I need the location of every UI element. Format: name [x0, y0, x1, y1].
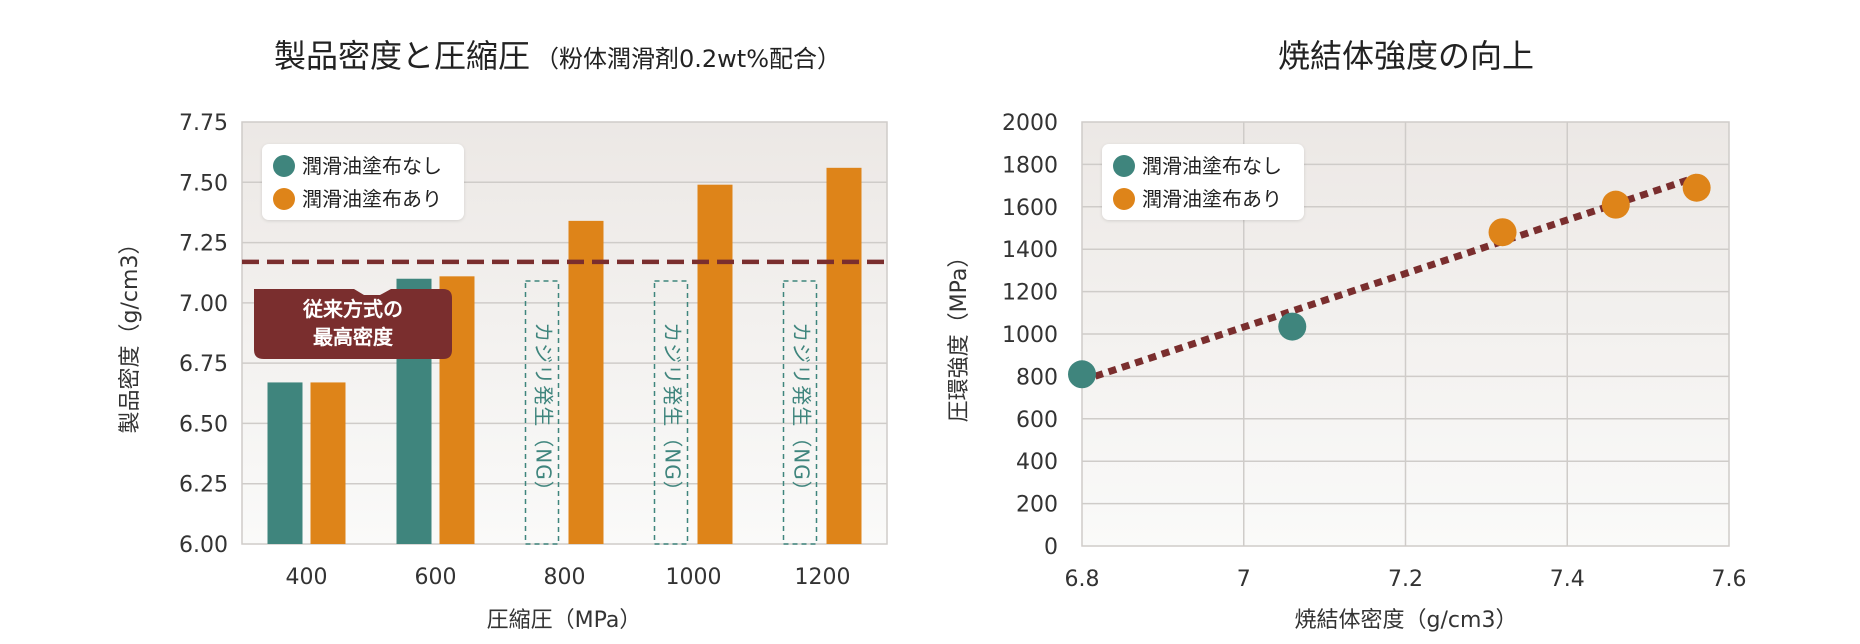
- y-tick-label: 600: [1016, 408, 1058, 433]
- ng-placeholder: [782, 280, 818, 545]
- y-tick-label: 1200: [1002, 281, 1058, 306]
- legend-label: 潤滑油塗布なし: [1142, 154, 1282, 178]
- y-tick-label: 2000: [1002, 111, 1058, 136]
- ng-label: カジリ発生（NG）: [661, 322, 685, 501]
- y-tick-label: 1400: [1002, 238, 1058, 263]
- y-tick-label: 800: [1016, 365, 1058, 390]
- legend-marker: [1113, 188, 1135, 210]
- y-tick-label: 6.25: [179, 473, 228, 498]
- x-tick-label: 7.2: [1388, 567, 1423, 592]
- bar-oil: [310, 382, 346, 544]
- legend-marker: [1113, 155, 1135, 177]
- data-point-oil: [1488, 218, 1517, 247]
- ng-label: カジリ発生（NG）: [790, 322, 814, 501]
- x-tick-label: 7: [1237, 567, 1251, 592]
- legend-box: [262, 144, 464, 220]
- y-tick-label: 1800: [1002, 153, 1058, 178]
- legend-label: 潤滑油塗布あり: [302, 187, 442, 211]
- data-point-oil: [1601, 190, 1630, 219]
- reference-callout: [254, 289, 452, 359]
- x-tick-label: 400: [286, 565, 328, 590]
- bar-oil: [697, 184, 733, 544]
- legend-marker: [273, 155, 295, 177]
- legend-label: 潤滑油塗布なし: [302, 154, 442, 178]
- x-tick-label: 1200: [795, 565, 851, 590]
- x-tick-label: 6.8: [1065, 567, 1100, 592]
- x-tick-label: 7.4: [1550, 567, 1585, 592]
- ng-label: カジリ発生（NG）: [532, 322, 556, 501]
- bar-no-oil: [267, 382, 303, 544]
- legend-box: [1102, 144, 1304, 220]
- chart-subtitle: （粉体潤滑剤0.2wt%配合）: [535, 45, 841, 73]
- y-tick-label: 0: [1044, 535, 1058, 560]
- y-tick-label: 6.50: [179, 412, 228, 437]
- legend-label: 潤滑油塗布あり: [1142, 187, 1282, 211]
- y-tick-label: 1000: [1002, 323, 1058, 348]
- data-point-oil: [1682, 173, 1711, 202]
- y-tick-label: 7.25: [179, 232, 228, 257]
- data-point-no-oil: [1278, 312, 1307, 341]
- trend-line: [1080, 173, 1698, 384]
- x-tick-label: 7.6: [1712, 567, 1747, 592]
- y-tick-label: 7.75: [179, 111, 228, 136]
- y-tick-label: 6.00: [179, 533, 228, 558]
- chart-title: 焼結体強度の向上: [1278, 37, 1534, 75]
- x-tick-label: 1000: [666, 565, 722, 590]
- y-tick-label: 400: [1016, 450, 1058, 475]
- x-axis-label: 圧縮圧（MPa）: [487, 608, 642, 633]
- bar-oil: [568, 220, 604, 544]
- density-bar-chart: 6.00 6.25 6.50 6.75 7.00 7.25 7.50 7.75 400 600 80…: [118, 37, 888, 633]
- y-axis-label: 製品密度（g/cm3）: [118, 233, 143, 434]
- bar-oil: [826, 167, 862, 544]
- y-tick-label: 200: [1016, 493, 1058, 518]
- y-axis-label: 圧環強度（MPa）: [947, 246, 972, 423]
- chart-title: 製品密度と圧縮圧: [274, 37, 530, 75]
- y-tick-label: 1600: [1002, 196, 1058, 221]
- legend-marker: [273, 188, 295, 210]
- ng-placeholder: [524, 280, 560, 545]
- x-tick-label: 800: [544, 565, 586, 590]
- y-tick-label: 6.75: [179, 352, 228, 377]
- reference-label-line2: 最高密度: [313, 325, 394, 349]
- reference-label-line1: 従来方式の: [302, 297, 403, 321]
- y-tick-label: 7.50: [179, 171, 228, 196]
- y-tick-label: 7.00: [179, 292, 228, 317]
- strength-scatter-chart: 0 200 400 600 800 1000 1200 1400 1600 1800 2000 6.8…: [947, 37, 1747, 633]
- data-point-no-oil: [1068, 360, 1096, 389]
- x-tick-label: 600: [415, 565, 457, 590]
- x-axis-label: 焼結体密度（g/cm3）: [1295, 608, 1518, 633]
- ng-placeholder: [653, 280, 689, 545]
